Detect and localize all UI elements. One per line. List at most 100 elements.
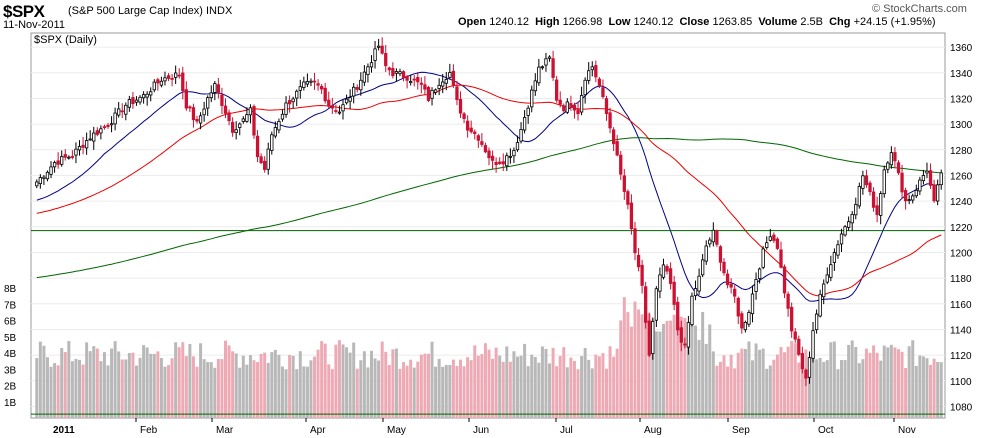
volume-bar (711, 351, 715, 418)
candle-down (419, 82, 423, 85)
volume-bar (391, 349, 395, 418)
volume-bar (327, 364, 331, 418)
candle-up (433, 89, 438, 93)
candle-down (633, 228, 637, 254)
volume-bar (63, 352, 67, 418)
candle-up (936, 184, 940, 202)
candle-up (850, 213, 854, 224)
volume-bar (455, 365, 459, 418)
volume-bar (868, 352, 872, 418)
volume-bar (416, 361, 420, 418)
volume-bar (163, 366, 167, 418)
volume-bar (345, 347, 349, 418)
volume-bar (85, 342, 89, 418)
candle-down (893, 152, 897, 162)
volume-bar (426, 353, 430, 418)
candle-up (587, 70, 591, 81)
candle-up (369, 62, 374, 68)
candle-down (558, 99, 562, 105)
time-tick-label: 2011 (53, 425, 75, 436)
candle-up (284, 102, 288, 115)
volume-bar (483, 343, 487, 418)
volume-bar (605, 368, 609, 418)
candle-up (206, 97, 210, 109)
candle-up (547, 56, 552, 59)
volume-bar (729, 354, 733, 418)
volume-bar (622, 297, 626, 418)
candle-up (149, 91, 153, 96)
price-tick-label: 1300 (950, 120, 973, 131)
volume-bar (512, 351, 516, 418)
time-tick-label: Mar (216, 425, 234, 436)
volume-bar (836, 369, 840, 418)
candle-down (597, 78, 602, 86)
volume-bar (309, 360, 313, 418)
candle-up (67, 156, 71, 159)
candle-down (380, 45, 384, 54)
volume-bar (355, 368, 359, 418)
volume-bar (330, 369, 334, 418)
candle-up (747, 312, 751, 325)
candle-up (544, 58, 548, 66)
candle-up (708, 239, 712, 245)
volume-bar (78, 359, 82, 418)
volume-bar (110, 348, 114, 418)
candle-down (668, 268, 673, 284)
volume-bar (879, 360, 883, 418)
volume-bar (366, 367, 370, 418)
candle-down (740, 313, 744, 329)
candle-up (508, 155, 513, 158)
volume-bar (441, 366, 445, 418)
candle-up (84, 140, 89, 149)
candle-down (106, 124, 110, 128)
candle-down (156, 79, 160, 84)
candle-up (38, 177, 42, 185)
volume-bars (35, 297, 943, 418)
volume-bar (369, 350, 373, 418)
volume-bar (736, 352, 740, 418)
candle-down (391, 68, 395, 77)
high-value: 1266.98 (562, 16, 603, 28)
volume-bar (134, 365, 138, 418)
volume-bar (476, 355, 480, 418)
volume-bar (88, 351, 92, 418)
volume-bar (213, 367, 217, 418)
candle-down (220, 94, 224, 106)
candle-up (270, 134, 274, 151)
candle-up (341, 104, 345, 112)
volume-bar (491, 358, 495, 418)
volume-bar (540, 346, 544, 418)
candle-up (52, 162, 57, 168)
candle-up (651, 321, 655, 354)
candle-down (405, 76, 409, 81)
candle-down (864, 175, 869, 186)
candle-up (448, 72, 452, 78)
candle-up (352, 86, 356, 97)
candle-up (939, 172, 943, 186)
volume-bar (174, 342, 178, 418)
volume-bar (886, 347, 890, 418)
volume-bar (704, 343, 708, 418)
volume-bar (398, 368, 402, 418)
candle-up (814, 313, 819, 331)
symbol-title: $SPX (3, 2, 45, 21)
volume-bar (694, 325, 698, 418)
candle-down (900, 172, 904, 193)
candle-up (362, 71, 367, 83)
open-value: 1240.12 (489, 16, 529, 28)
candle-down (604, 98, 609, 115)
candle-down (166, 75, 171, 79)
stockcharts-logo: © StockCharts.com (872, 3, 967, 15)
candle-down (797, 338, 801, 355)
volume-bar (81, 364, 85, 418)
candle-up (152, 81, 156, 91)
candle-down (644, 286, 648, 323)
candle-down (188, 106, 192, 109)
candle-down (647, 320, 651, 356)
volume-bar (56, 365, 60, 418)
candle-down (622, 175, 626, 192)
candle-down (875, 205, 879, 216)
volume-bar (708, 324, 712, 418)
candle-up (241, 118, 245, 122)
volume-bar (807, 360, 811, 418)
